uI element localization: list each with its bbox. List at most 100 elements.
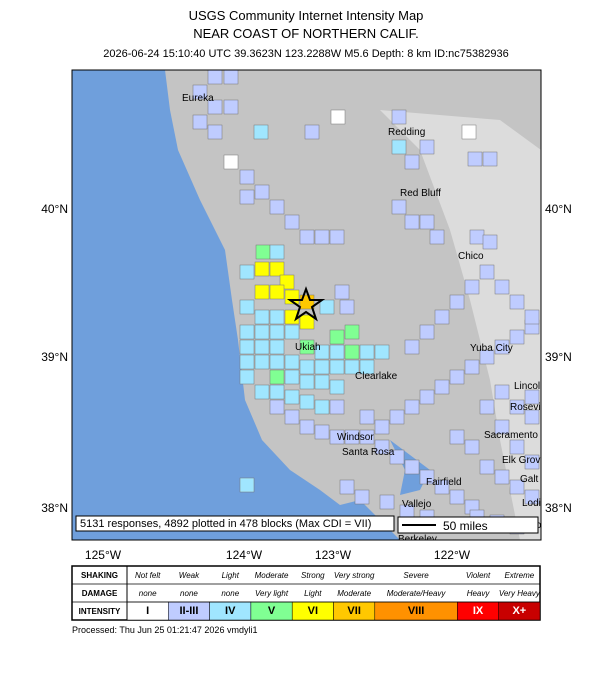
intensity-block [329,229,345,245]
legend-cell: V [268,605,276,617]
intensity-block [207,124,223,140]
intensity-block [344,359,360,375]
intensity-block [223,70,239,85]
intensity-block [391,109,407,125]
intensity-block [314,399,330,415]
intensity-block [284,324,300,340]
intensity-block [509,294,525,310]
legend-row-title: SHAKING [81,571,118,580]
legend-row-title: INTENSITY [79,607,121,616]
scale-box [397,516,539,534]
legend-cell: none [139,589,157,598]
legend-cell: Extreme [504,571,534,580]
intensity-block [494,279,510,295]
intensity-block [359,429,375,445]
intensity-block [254,309,270,325]
intensity-block [299,229,315,245]
lat-label-left: 40°N [41,202,68,216]
intensity-block [207,70,223,85]
intensity-block [354,489,370,505]
intensity-block [299,374,315,390]
intensity-block [344,324,360,340]
intensity-block [269,309,285,325]
intensity-block [284,409,300,425]
lat-label-right: 38°N [545,501,572,515]
legend-cell: none [221,589,239,598]
intensity-block [304,124,320,140]
intensity-block [374,439,390,455]
intensity-block [449,489,465,505]
intensity-block [449,294,465,310]
intensity-block [482,151,498,167]
intensity-block [419,389,435,405]
lat-label-right: 39°N [545,350,572,364]
intensity-block [464,439,480,455]
intensity-block [479,459,495,475]
intensity-block [239,299,255,315]
intensity-block [269,261,285,277]
lon-label: 125°W [85,548,122,562]
intensity-block [254,354,270,370]
intensity-block [239,169,255,185]
title: USGS Community Internet Intensity Map [189,8,424,23]
legend-cell: VIII [408,605,425,617]
intensity-block [269,354,285,370]
intensity-block [299,339,315,355]
intensity-block [389,409,405,425]
legend-cell: none [180,589,198,598]
intensity-block [404,459,420,475]
place-label: Sacramento [484,430,538,441]
intensity-block [255,244,271,260]
intensity-block [391,139,407,155]
intensity-block [254,284,270,300]
legend-row-title: DAMAGE [82,589,118,598]
intensity-block [359,409,375,425]
intensity-block [344,344,360,360]
processed: Processed: Thu Jun 25 01:21:47 2026 vmdy… [72,625,257,635]
intensity-block [254,184,270,200]
intensity-block [269,399,285,415]
place-label: Redding [388,127,425,138]
intensity-block [344,429,360,445]
intensity-block [329,399,345,415]
legend-cell: Not felt [135,571,161,580]
intensity-block [284,389,300,405]
intensity-block [269,339,285,355]
legend-cell: Very light [255,589,289,598]
place-label: Lincoln [514,381,546,392]
intensity-block [509,329,525,345]
lat-label-left: 38°N [41,501,68,515]
map: Eureka Redding Red Bluff Chico Ukiah Yuba Cit… [72,70,546,540]
legend-cell: Light [222,571,240,580]
intensity-block [299,314,315,330]
intensity-block [334,284,350,300]
intensity-block [509,399,525,415]
place-label: Chico [458,251,484,262]
legend-cell: Moderate [337,589,371,598]
legend-cell: Weak [179,571,200,580]
intensity-block [494,419,510,435]
intensity-block [254,261,270,277]
intensity-block [479,349,495,365]
intensity-block [419,469,435,485]
intensity-block [494,339,510,355]
scale-label: 50 miles [443,519,488,533]
intensity-block [419,139,435,155]
legend-cell: Strong [301,571,325,580]
intensity-block [269,384,285,400]
intensity-block [192,84,208,100]
intensity-block [482,234,498,250]
legend-cell: I [146,605,149,617]
subtitle: NEAR COAST OF NORTHERN CALIF. [193,26,419,41]
intensity-block [359,359,375,375]
intensity-block [449,429,465,445]
intensity-block [269,324,285,340]
place-label: Red Bluff [400,188,441,199]
intensity-block [319,299,335,315]
intensity-block [269,284,285,300]
responses-box [75,515,395,532]
intensity-block [524,389,540,405]
intensity-block [314,424,330,440]
intensity-block [391,199,407,215]
